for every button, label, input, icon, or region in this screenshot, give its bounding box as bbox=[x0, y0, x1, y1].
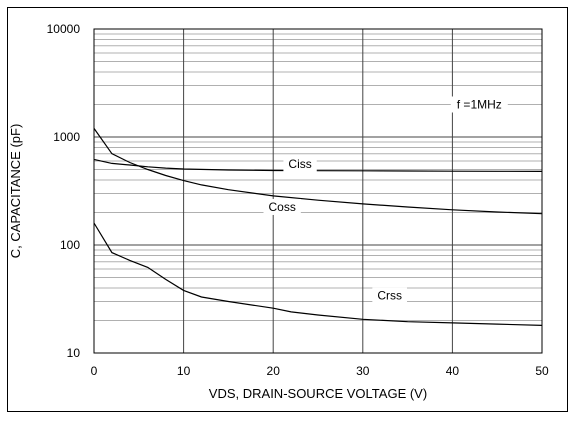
x-tick-label: 20 bbox=[267, 364, 281, 378]
series-line-ciss bbox=[93, 158, 543, 172]
y-axis-title: C, CAPACITANCE (pF) bbox=[8, 124, 23, 259]
y-axis-tick-labels: 10 100 1000 10000 bbox=[47, 22, 81, 360]
x-tick-label: 50 bbox=[535, 364, 549, 378]
y-tick-label: 10000 bbox=[47, 22, 81, 36]
x-tick-label: 40 bbox=[446, 364, 460, 378]
major-gridlines bbox=[93, 28, 543, 354]
series-line-crss bbox=[93, 222, 543, 326]
chart-frame bbox=[7, 7, 568, 412]
x-tick-label: 10 bbox=[177, 364, 191, 378]
y-tick-label: 1000 bbox=[53, 130, 80, 144]
minor-gridlines bbox=[94, 33, 542, 321]
series-layer bbox=[93, 128, 543, 326]
frequency-annotation-background bbox=[450, 96, 508, 113]
x-axis-title: VDS, DRAIN-SOURCE VOLTAGE (V) bbox=[209, 386, 427, 401]
series-label-ciss-background bbox=[283, 156, 317, 173]
series-labels: Ciss Coss Crss bbox=[263, 156, 408, 304]
frequency-annotation: f =1MHz bbox=[457, 97, 502, 111]
x-tick-label: 30 bbox=[356, 364, 370, 378]
series-label-crss-background bbox=[372, 287, 408, 304]
series-label-coss-background bbox=[263, 198, 301, 215]
series-label-ciss: Ciss bbox=[288, 157, 311, 171]
series-label-crss: Crss bbox=[377, 289, 402, 303]
y-tick-label: 10 bbox=[67, 346, 81, 360]
x-axis-tick-labels: 0 10 20 30 40 50 bbox=[91, 364, 549, 378]
y-tick-label: 100 bbox=[60, 238, 80, 252]
plot-area-border bbox=[93, 28, 543, 354]
series-label-coss: Coss bbox=[268, 200, 295, 214]
series-line-coss bbox=[93, 128, 543, 215]
x-tick-label: 0 bbox=[91, 364, 98, 378]
